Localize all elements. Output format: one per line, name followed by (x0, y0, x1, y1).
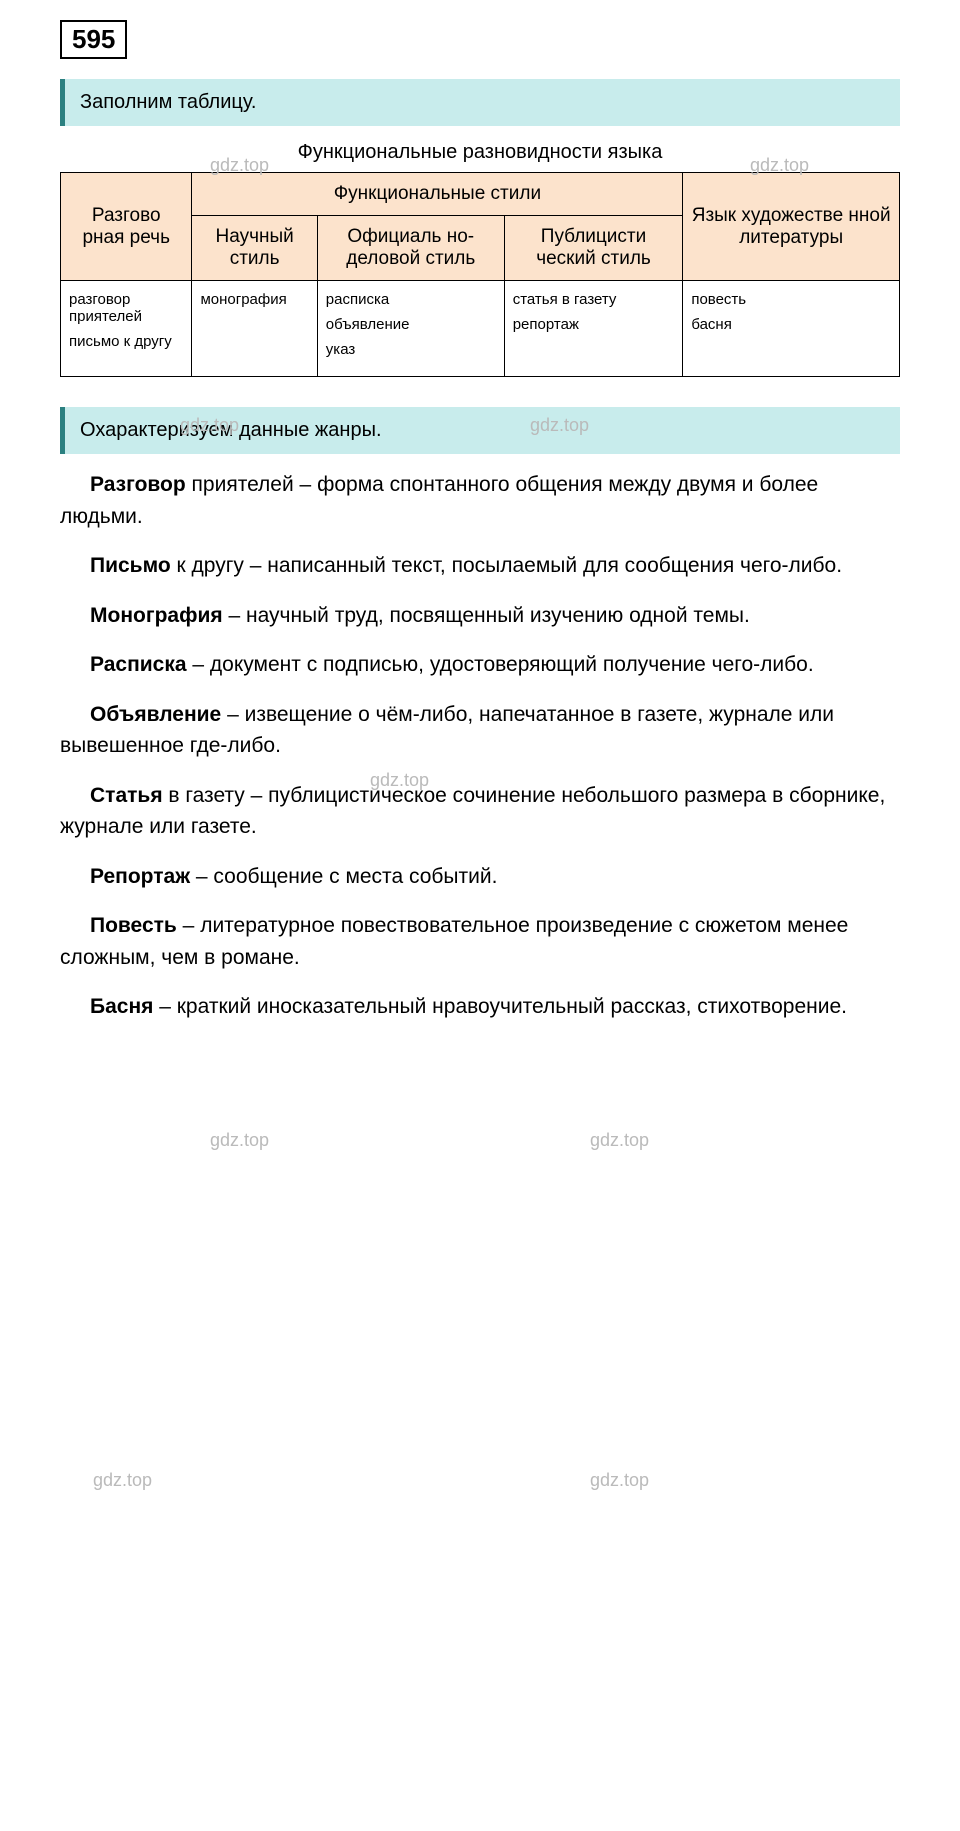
genre-desc-7: Репортаж – сообщение с места событий. (60, 861, 900, 893)
watermark: gdz.top (93, 1470, 152, 1491)
table-header-row-1: Разгово рная речь Функциональные стили Я… (61, 173, 900, 216)
col-header-5: Язык художестве нной литературы (683, 173, 900, 281)
col-header-2: Научный стиль (192, 216, 317, 281)
term: Разговор (90, 473, 186, 496)
cell-1: разговор приятелей письмо к другу (61, 281, 192, 377)
col-header-styles: Функциональные стили (192, 173, 683, 216)
definition: – научный труд, посвященный изучению одн… (223, 604, 750, 627)
genre-desc-3: Монография – научный труд, посвященный и… (60, 600, 900, 632)
genre-desc-4: Расписка – документ с подписью, удостове… (60, 649, 900, 681)
term: Репортаж (90, 865, 190, 888)
definition: к другу – написанный текст, посылаемый д… (171, 554, 842, 577)
cell-5: повесть басня (683, 281, 900, 377)
term: Письмо (90, 554, 171, 577)
cell-3: расписка объявление указ (317, 281, 504, 377)
table-data-row: разговор приятелей письмо к другу моногр… (61, 281, 900, 377)
definition: – документ с подписью, удостоверяющий по… (187, 653, 814, 676)
main-table: Разгово рная речь Функциональные стили Я… (60, 172, 900, 377)
instruction-2: Охарактеризуем данные жанры. (60, 407, 900, 454)
cell-item: разговор приятелей (69, 291, 183, 325)
cell-item: объявление (326, 316, 496, 333)
genre-desc-9: Басня – краткий иносказательный нравоучи… (60, 991, 900, 1023)
cell-2: монография (192, 281, 317, 377)
cell-item: репортаж (513, 316, 675, 333)
genre-desc-6: Статья в газету – публицистическое сочин… (60, 780, 900, 843)
genre-desc-1: Разговор приятелей – форма спонтанного о… (60, 469, 900, 532)
watermark: gdz.top (590, 1470, 649, 1491)
definition: – краткий иносказательный нравоучительны… (153, 995, 847, 1018)
term: Басня (90, 995, 153, 1018)
genre-desc-8: Повесть – литературное повествовательное… (60, 910, 900, 973)
definition: – литературное повествовательное произве… (60, 914, 848, 969)
col-header-4: Публицисти ческий стиль (504, 216, 683, 281)
genre-desc-2: Письмо к другу – написанный текст, посыл… (60, 550, 900, 582)
col-header-1: Разгово рная речь (61, 173, 192, 281)
cell-item: повесть (691, 291, 891, 308)
term: Расписка (90, 653, 187, 676)
cell-item: монография (200, 291, 308, 308)
exercise-number: 595 (60, 20, 127, 59)
term: Объявление (90, 703, 221, 726)
definition: в газету – публицистическое сочинение не… (60, 784, 885, 839)
table-title: Функциональные разновидности языка (60, 141, 900, 164)
genre-desc-5: Объявление – извещение о чём-либо, напеч… (60, 699, 900, 762)
term: Статья (90, 784, 163, 807)
term: Монография (90, 604, 223, 627)
cell-item: расписка (326, 291, 496, 308)
term: Повесть (90, 914, 177, 937)
cell-item: статья в газету (513, 291, 675, 308)
cell-item: указ (326, 341, 496, 358)
watermark: gdz.top (210, 1130, 269, 1151)
instruction-1: Заполним таблицу. (60, 79, 900, 126)
cell-item: басня (691, 316, 891, 333)
cell-4: статья в газету репортаж (504, 281, 683, 377)
cell-item: письмо к другу (69, 333, 183, 350)
definition: – сообщение с места событий. (190, 865, 497, 888)
col-header-3: Официаль но-деловой стиль (317, 216, 504, 281)
watermark: gdz.top (590, 1130, 649, 1151)
